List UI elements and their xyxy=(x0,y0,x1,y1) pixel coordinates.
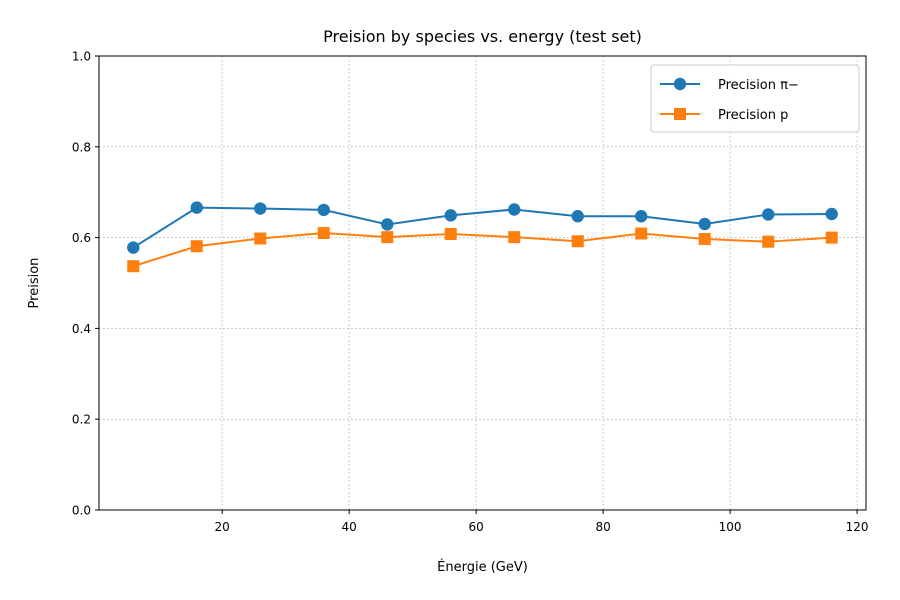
data-point xyxy=(825,207,838,221)
data-point xyxy=(571,210,584,223)
x-tick-label: 20 xyxy=(215,520,230,534)
y-tick-label: 1.0 xyxy=(72,50,91,64)
y-tick-label: 0.6 xyxy=(72,231,91,245)
data-point xyxy=(127,241,140,254)
legend-label: Precision p xyxy=(718,108,788,123)
x-tick-label: 80 xyxy=(595,520,610,534)
x-axis: 20 40 60 80 100 120 xyxy=(215,510,869,534)
data-point xyxy=(254,232,267,245)
legend-marker xyxy=(674,108,686,120)
legend-item: Precision π− xyxy=(660,77,799,93)
data-point xyxy=(254,202,267,215)
series-line xyxy=(132,206,832,249)
data-point xyxy=(381,218,394,231)
data-point xyxy=(825,231,838,244)
series-line xyxy=(132,232,832,268)
x-tick-label: 60 xyxy=(469,520,484,534)
chart-title: Preision by species vs. energy (test set… xyxy=(323,27,642,46)
x-axis-label: Énergie (GeV) xyxy=(437,559,528,575)
y-tick-label: 0.4 xyxy=(72,322,91,336)
data-point xyxy=(190,240,203,253)
legend-item: Precision p xyxy=(660,108,788,123)
x-tick-label: 40 xyxy=(342,520,357,534)
legend-marker xyxy=(673,77,687,91)
x-tick-label: 100 xyxy=(719,520,742,534)
data-point xyxy=(508,203,521,216)
data-point xyxy=(381,231,394,244)
data-point xyxy=(190,201,203,214)
data-point xyxy=(444,227,457,240)
y-axis-label: Preision xyxy=(27,258,42,309)
data-point xyxy=(635,227,648,240)
data-point xyxy=(698,232,711,245)
y-tick-label: 0.8 xyxy=(72,140,91,154)
plot-area xyxy=(98,55,867,511)
y-tick-label: 0.2 xyxy=(72,413,91,427)
data-point xyxy=(127,260,140,273)
data-point xyxy=(635,210,648,223)
data-point xyxy=(317,203,330,217)
series-layer xyxy=(127,201,838,273)
data-point xyxy=(444,209,457,222)
data-point xyxy=(571,235,584,248)
data-point xyxy=(317,227,330,240)
legend-label: Precision π− xyxy=(718,78,799,93)
data-point xyxy=(762,235,775,248)
legend-box xyxy=(650,64,860,133)
y-tick-label: 0.0 xyxy=(72,504,91,518)
data-point xyxy=(508,231,521,244)
x-tick-label: 120 xyxy=(846,520,869,534)
data-point xyxy=(698,217,711,231)
y-axis: 0.0 0.2 0.4 0.6 0.8 1.0 xyxy=(72,50,99,518)
series-2 xyxy=(127,227,838,273)
legend: Precision π− Precision p xyxy=(650,64,860,133)
data-point xyxy=(762,208,775,221)
series-1 xyxy=(127,201,838,254)
